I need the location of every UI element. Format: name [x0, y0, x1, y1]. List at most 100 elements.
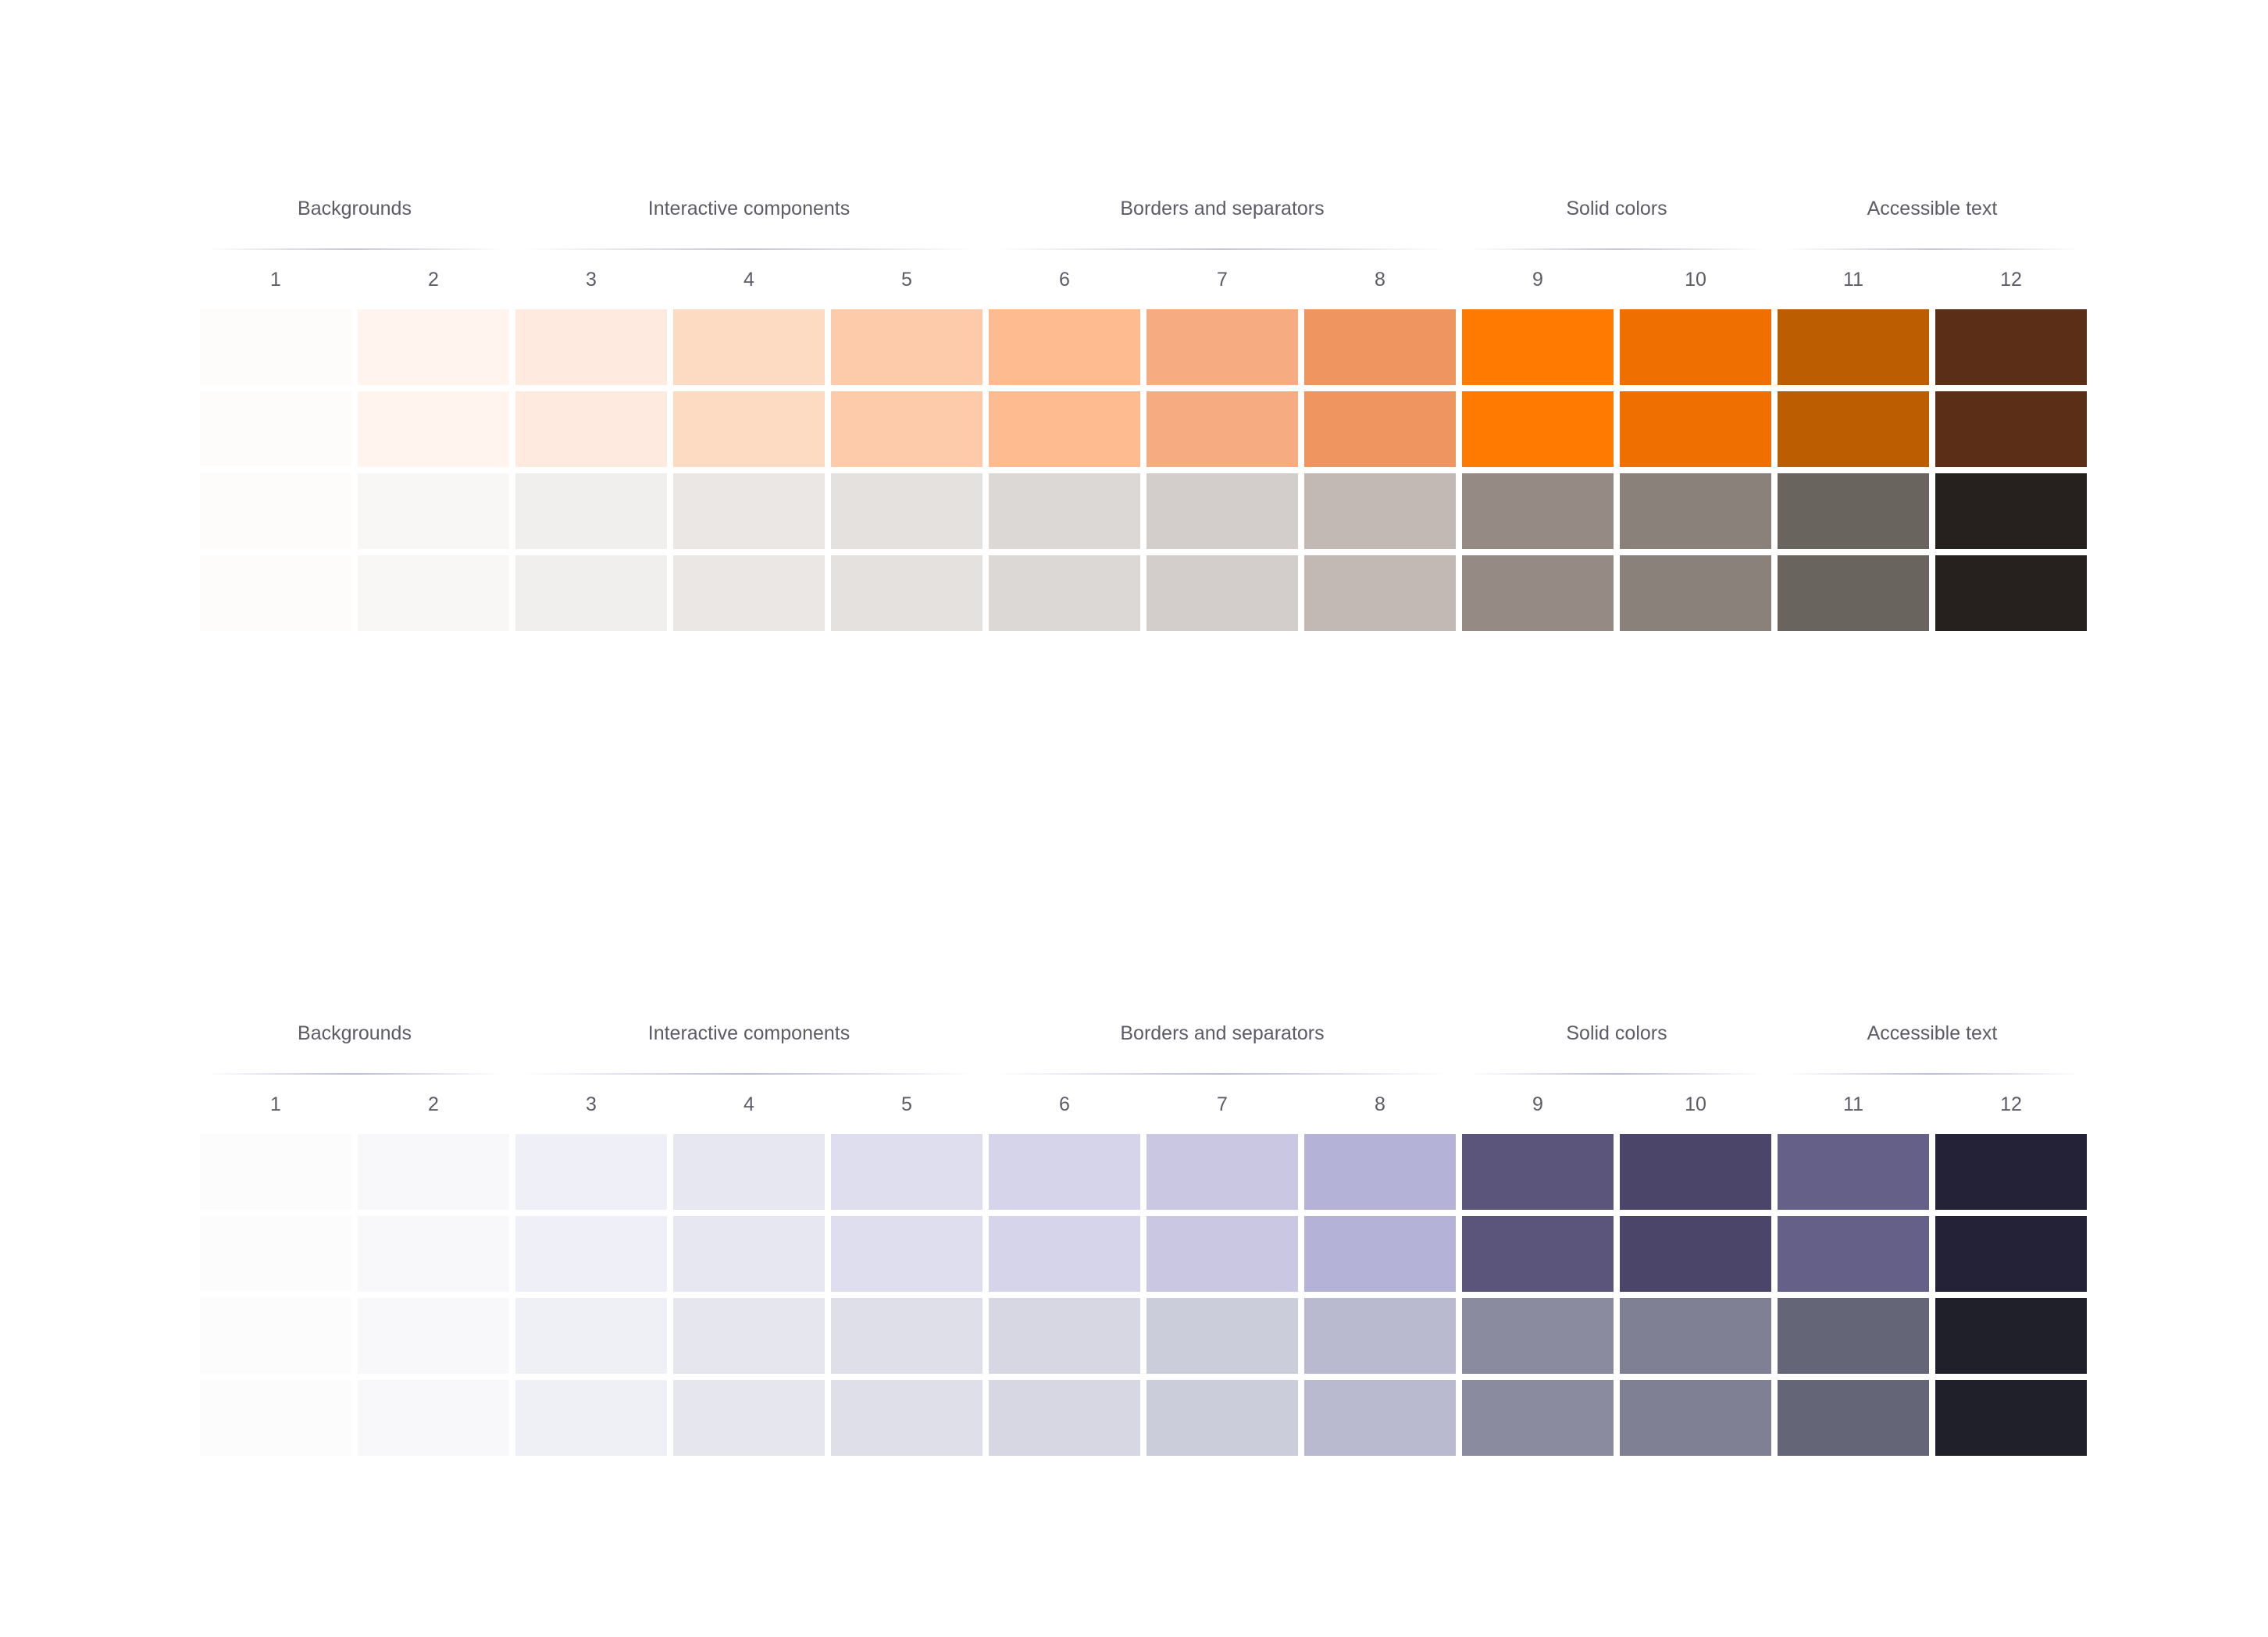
color-swatch[interactable]: [831, 1216, 982, 1292]
color-swatch[interactable]: [673, 1216, 825, 1292]
color-swatch[interactable]: [831, 1298, 982, 1374]
color-swatch[interactable]: [673, 473, 825, 549]
color-swatch[interactable]: [1146, 391, 1298, 467]
color-swatch[interactable]: [515, 309, 667, 385]
color-swatch[interactable]: [673, 391, 825, 467]
color-swatch[interactable]: [515, 1134, 667, 1210]
swatch-row: [200, 1216, 2087, 1292]
color-swatch[interactable]: [989, 1380, 1140, 1456]
color-swatch[interactable]: [1778, 555, 1929, 631]
color-swatch[interactable]: [1778, 1216, 1929, 1292]
color-swatch[interactable]: [1620, 1134, 1771, 1210]
color-swatch[interactable]: [1620, 309, 1771, 385]
color-swatch[interactable]: [1146, 309, 1298, 385]
color-swatch[interactable]: [358, 309, 509, 385]
color-swatch[interactable]: [673, 309, 825, 385]
color-swatch[interactable]: [831, 309, 982, 385]
color-swatch[interactable]: [358, 555, 509, 631]
color-swatch[interactable]: [358, 473, 509, 549]
color-swatch[interactable]: [989, 1216, 1140, 1292]
color-swatch[interactable]: [1935, 473, 2087, 549]
color-swatch[interactable]: [358, 1134, 509, 1210]
color-swatch[interactable]: [831, 1134, 982, 1210]
color-swatch[interactable]: [200, 1298, 351, 1374]
color-swatch[interactable]: [1146, 1216, 1298, 1292]
color-swatch[interactable]: [1462, 391, 1614, 467]
color-swatch[interactable]: [515, 1298, 667, 1374]
color-swatch[interactable]: [989, 1298, 1140, 1374]
color-swatch[interactable]: [1304, 1298, 1456, 1374]
color-swatch[interactable]: [1304, 1134, 1456, 1210]
color-swatch[interactable]: [515, 1380, 667, 1456]
group-label: Borders and separators: [1120, 198, 1325, 219]
color-swatch[interactable]: [1146, 1298, 1298, 1374]
color-swatch[interactable]: [1304, 1380, 1456, 1456]
color-swatch[interactable]: [200, 473, 351, 549]
color-swatch[interactable]: [1146, 1134, 1298, 1210]
color-swatch[interactable]: [989, 1134, 1140, 1210]
color-swatch[interactable]: [1462, 1298, 1614, 1374]
color-swatch[interactable]: [1146, 555, 1298, 631]
color-swatch[interactable]: [1778, 1134, 1929, 1210]
color-swatch[interactable]: [200, 1134, 351, 1210]
color-swatch[interactable]: [1304, 309, 1456, 385]
color-swatch[interactable]: [1620, 391, 1771, 467]
color-swatch[interactable]: [1935, 309, 2087, 385]
color-swatch[interactable]: [989, 309, 1140, 385]
color-swatch[interactable]: [515, 555, 667, 631]
color-swatch[interactable]: [1462, 1134, 1614, 1210]
color-swatch[interactable]: [1778, 309, 1929, 385]
color-swatch[interactable]: [1620, 555, 1771, 631]
color-swatch[interactable]: [1935, 1380, 2087, 1456]
color-swatch[interactable]: [358, 391, 509, 467]
color-swatch[interactable]: [831, 391, 982, 467]
color-swatch[interactable]: [1146, 1380, 1298, 1456]
color-swatch[interactable]: [1620, 1216, 1771, 1292]
color-swatch[interactable]: [1146, 473, 1298, 549]
color-swatch[interactable]: [1304, 1216, 1456, 1292]
color-swatch[interactable]: [1935, 1298, 2087, 1374]
color-swatch[interactable]: [989, 473, 1140, 549]
group-label: Solid colors: [1566, 1022, 1667, 1044]
color-swatch[interactable]: [1935, 1134, 2087, 1210]
color-swatch[interactable]: [358, 1298, 509, 1374]
color-swatch[interactable]: [1620, 473, 1771, 549]
color-swatch[interactable]: [989, 555, 1140, 631]
color-swatch[interactable]: [1935, 391, 2087, 467]
color-swatch[interactable]: [1304, 473, 1456, 549]
color-swatch[interactable]: [1620, 1380, 1771, 1456]
color-swatch[interactable]: [515, 391, 667, 467]
color-swatch[interactable]: [673, 555, 825, 631]
color-swatch[interactable]: [1462, 555, 1614, 631]
color-swatch[interactable]: [831, 473, 982, 549]
color-swatch[interactable]: [1462, 473, 1614, 549]
color-swatch[interactable]: [831, 1380, 982, 1456]
color-swatch[interactable]: [1304, 555, 1456, 631]
color-swatch[interactable]: [515, 1216, 667, 1292]
color-swatch[interactable]: [989, 391, 1140, 467]
color-swatch[interactable]: [515, 473, 667, 549]
color-swatch[interactable]: [1778, 1298, 1929, 1374]
color-swatch[interactable]: [358, 1216, 509, 1292]
color-swatch[interactable]: [831, 555, 982, 631]
color-swatch[interactable]: [673, 1380, 825, 1456]
color-swatch[interactable]: [673, 1298, 825, 1374]
color-swatch[interactable]: [200, 1380, 351, 1456]
color-swatch[interactable]: [1778, 391, 1929, 467]
color-swatch[interactable]: [1935, 555, 2087, 631]
color-swatch[interactable]: [1304, 391, 1456, 467]
group-label: Borders and separators: [1120, 1022, 1325, 1044]
color-swatch[interactable]: [1462, 309, 1614, 385]
color-swatch[interactable]: [1620, 1298, 1771, 1374]
color-swatch[interactable]: [673, 1134, 825, 1210]
color-swatch[interactable]: [200, 391, 351, 467]
color-swatch[interactable]: [200, 1216, 351, 1292]
color-swatch[interactable]: [1462, 1216, 1614, 1292]
color-swatch[interactable]: [358, 1380, 509, 1456]
color-swatch[interactable]: [1778, 1380, 1929, 1456]
color-swatch[interactable]: [200, 555, 351, 631]
color-swatch[interactable]: [1935, 1216, 2087, 1292]
color-swatch[interactable]: [1778, 473, 1929, 549]
color-swatch[interactable]: [200, 309, 351, 385]
color-swatch[interactable]: [1462, 1380, 1614, 1456]
